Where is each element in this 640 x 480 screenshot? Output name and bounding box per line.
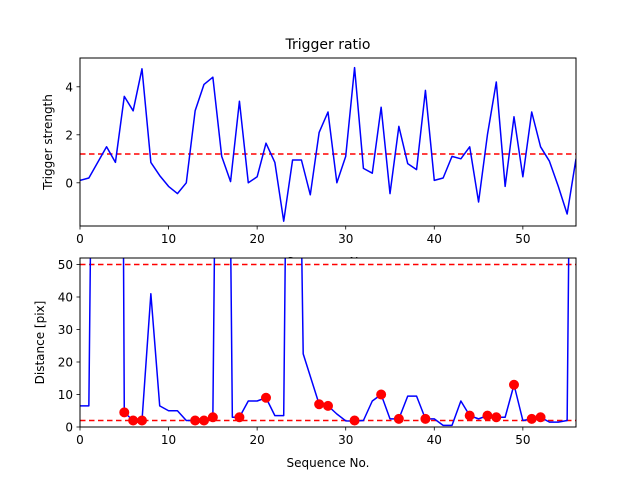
data-point-marker	[376, 389, 387, 400]
y-tick-label: 2	[65, 128, 73, 142]
plot-area	[80, 258, 576, 427]
y-tick-label: 10	[58, 388, 73, 402]
data-point-marker	[119, 407, 130, 418]
data-point-marker	[207, 412, 218, 423]
x-tick-label: 20	[250, 433, 265, 447]
x-tick-label: 30	[338, 433, 353, 447]
plot-background	[80, 58, 576, 226]
data-point-marker	[482, 410, 493, 421]
data-point-marker	[261, 392, 271, 403]
x-tick-label: 40	[427, 433, 442, 447]
x-tick-label: 20	[250, 232, 265, 246]
x-tick-label: 0	[76, 433, 84, 447]
y-axis-label: Trigger strength	[41, 94, 55, 191]
x-tick-label: 10	[161, 232, 176, 246]
data-point-marker	[234, 412, 245, 423]
data-point-marker	[393, 413, 404, 424]
data-point-marker	[199, 415, 209, 426]
data-point-marker	[420, 413, 431, 424]
y-axis-label: Distance [pix]	[33, 301, 47, 385]
x-tick-label: 30	[338, 232, 353, 246]
data-point-marker	[535, 412, 546, 423]
plot-area	[80, 66, 576, 222]
data-point-marker	[349, 415, 360, 426]
y-tick-label: 40	[58, 291, 73, 305]
y-tick-label: 30	[58, 323, 73, 337]
x-tick-label: 10	[161, 433, 176, 447]
x-tick-label: 40	[427, 232, 442, 246]
data-point-marker	[509, 379, 519, 390]
plot-frame	[79, 257, 577, 428]
x-axis-label: Sequence No.	[287, 456, 370, 470]
y-tick-label: 20	[58, 356, 73, 370]
data-point-marker	[323, 400, 333, 411]
data-point-marker	[137, 415, 147, 426]
data-point-marker	[491, 412, 502, 423]
y-tick-label: 0	[65, 421, 73, 435]
data-point-marker	[526, 413, 537, 424]
plot-background	[80, 258, 576, 427]
data-point-marker	[190, 415, 201, 426]
series-line	[80, 66, 576, 222]
y-tick-label: 4	[65, 80, 73, 94]
y-tick-label: 0	[65, 176, 73, 190]
plot-frame	[79, 57, 577, 227]
data-point-marker	[314, 399, 325, 410]
chart-title: Trigger ratio	[284, 37, 370, 53]
y-tick-label: 50	[58, 258, 73, 272]
data-point-marker	[464, 410, 475, 421]
x-tick-label: 50	[515, 232, 530, 246]
x-tick-label: 0	[76, 232, 84, 246]
x-tick-label: 50	[515, 433, 530, 447]
data-point-marker	[128, 415, 139, 426]
